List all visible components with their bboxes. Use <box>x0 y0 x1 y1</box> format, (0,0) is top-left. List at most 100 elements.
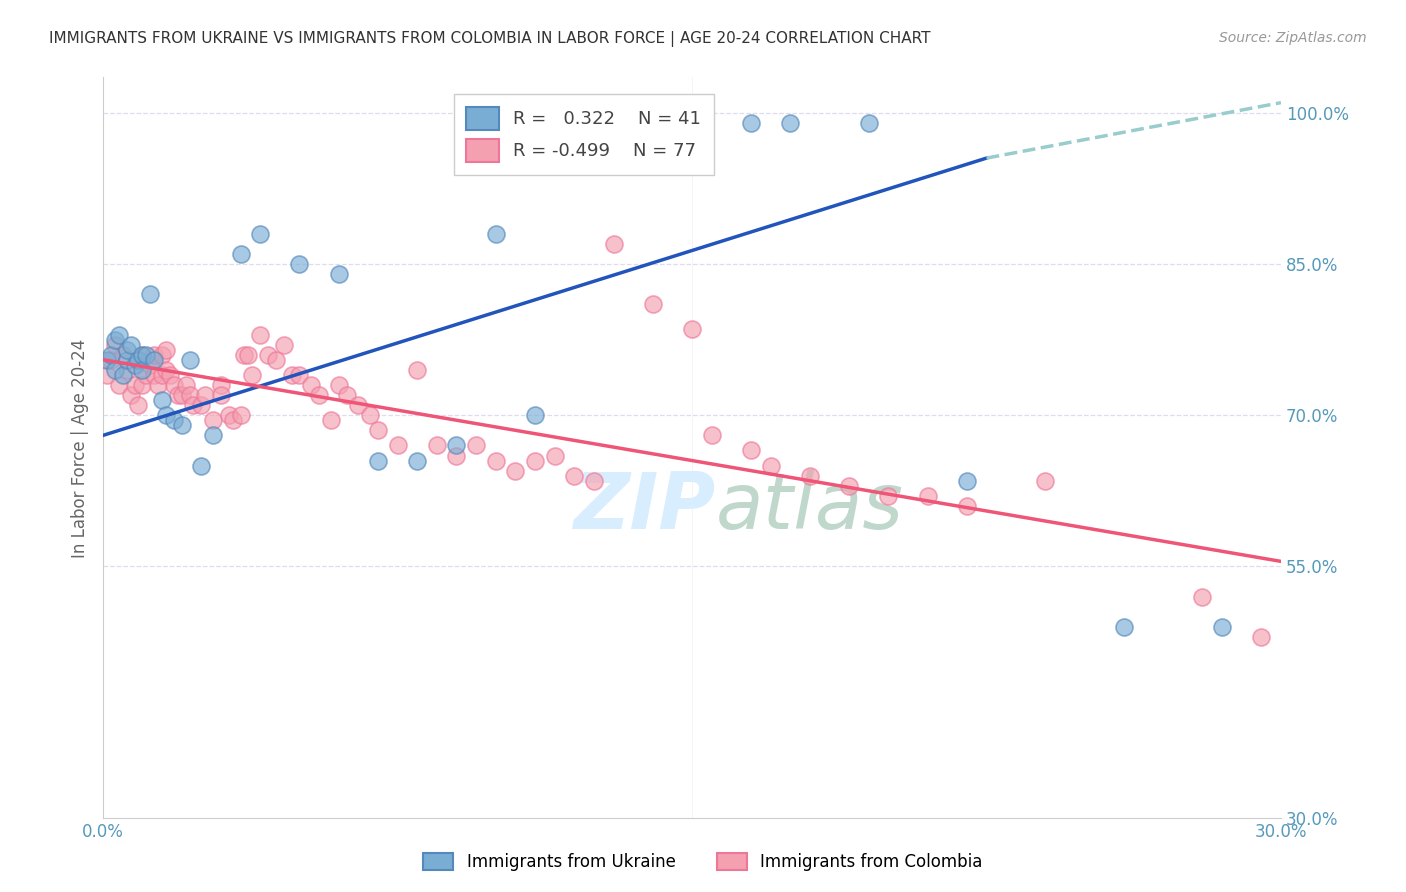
Point <box>308 388 330 402</box>
Point <box>100 352 122 367</box>
Point <box>100 348 122 362</box>
Text: ZIP: ZIP <box>574 469 716 545</box>
Point <box>273 337 295 351</box>
Point <box>367 423 389 437</box>
Point <box>163 378 186 392</box>
Point <box>249 327 271 342</box>
Point <box>700 428 723 442</box>
Point <box>135 348 157 362</box>
Point <box>209 388 232 402</box>
Point <box>446 449 468 463</box>
Text: Source: ZipAtlas.com: Source: ZipAtlas.com <box>1219 31 1367 45</box>
Point <box>155 408 177 422</box>
Point <box>359 408 381 422</box>
Point <box>1191 590 1213 604</box>
Point <box>1035 474 1057 488</box>
Point <box>150 392 173 407</box>
Point <box>641 297 664 311</box>
Point <box>111 368 134 382</box>
Point <box>264 352 287 367</box>
Point <box>524 408 547 422</box>
Point <box>150 368 173 382</box>
Point <box>681 322 703 336</box>
Point <box>505 464 527 478</box>
Point <box>131 348 153 362</box>
Point <box>740 116 762 130</box>
Point <box>799 468 821 483</box>
Point <box>582 474 605 488</box>
Point <box>155 343 177 357</box>
Point <box>146 378 169 392</box>
Text: IMMIGRANTS FROM UKRAINE VS IMMIGRANTS FROM COLOMBIA IN LABOR FORCE | AGE 20-24 C: IMMIGRANTS FROM UKRAINE VS IMMIGRANTS FR… <box>49 31 931 47</box>
Point <box>917 489 939 503</box>
Point <box>240 368 263 382</box>
Point <box>838 479 860 493</box>
Point <box>1211 620 1233 634</box>
Point <box>406 363 429 377</box>
Point <box>131 348 153 362</box>
Point <box>150 348 173 362</box>
Point <box>124 378 146 392</box>
Point <box>174 378 197 392</box>
Point <box>108 378 131 392</box>
Legend: R =   0.322    N = 41, R = -0.499    N = 77: R = 0.322 N = 41, R = -0.499 N = 77 <box>454 94 714 175</box>
Point <box>759 458 782 473</box>
Point <box>562 116 585 130</box>
Point <box>179 388 201 402</box>
Point <box>319 413 342 427</box>
Point <box>143 368 166 382</box>
Point <box>124 358 146 372</box>
Point <box>179 352 201 367</box>
Point <box>328 378 350 392</box>
Point <box>602 236 624 251</box>
Point <box>257 348 280 362</box>
Point <box>229 247 252 261</box>
Point <box>1250 630 1272 644</box>
Point <box>335 388 357 402</box>
Point <box>779 116 801 130</box>
Point <box>446 438 468 452</box>
Point <box>280 368 302 382</box>
Point <box>562 468 585 483</box>
Point <box>426 438 449 452</box>
Point <box>96 368 118 382</box>
Point <box>485 227 508 241</box>
Point <box>233 348 256 362</box>
Point <box>956 499 979 513</box>
Point <box>104 363 127 377</box>
Point <box>143 352 166 367</box>
Point <box>288 368 311 382</box>
Y-axis label: In Labor Force | Age 20-24: In Labor Force | Age 20-24 <box>72 338 89 558</box>
Point <box>543 449 565 463</box>
Point <box>139 287 162 301</box>
Point <box>190 458 212 473</box>
Point <box>858 116 880 130</box>
Point <box>120 337 142 351</box>
Point <box>202 413 225 427</box>
Point <box>299 378 322 392</box>
Point <box>367 453 389 467</box>
Point <box>485 453 508 467</box>
Point <box>166 388 188 402</box>
Point <box>155 363 177 377</box>
Point <box>108 327 131 342</box>
Point <box>194 388 217 402</box>
Text: atlas: atlas <box>716 469 904 545</box>
Point <box>96 352 118 367</box>
Point <box>1112 620 1135 634</box>
Point <box>209 378 232 392</box>
Point <box>524 453 547 467</box>
Point <box>956 474 979 488</box>
Point <box>190 398 212 412</box>
Point <box>115 352 138 367</box>
Point <box>104 333 127 347</box>
Point <box>104 337 127 351</box>
Point <box>127 352 149 367</box>
Point <box>249 227 271 241</box>
Point <box>163 413 186 427</box>
Point <box>681 116 703 130</box>
Point <box>740 443 762 458</box>
Point <box>143 348 166 362</box>
Point <box>406 453 429 467</box>
Point <box>159 368 181 382</box>
